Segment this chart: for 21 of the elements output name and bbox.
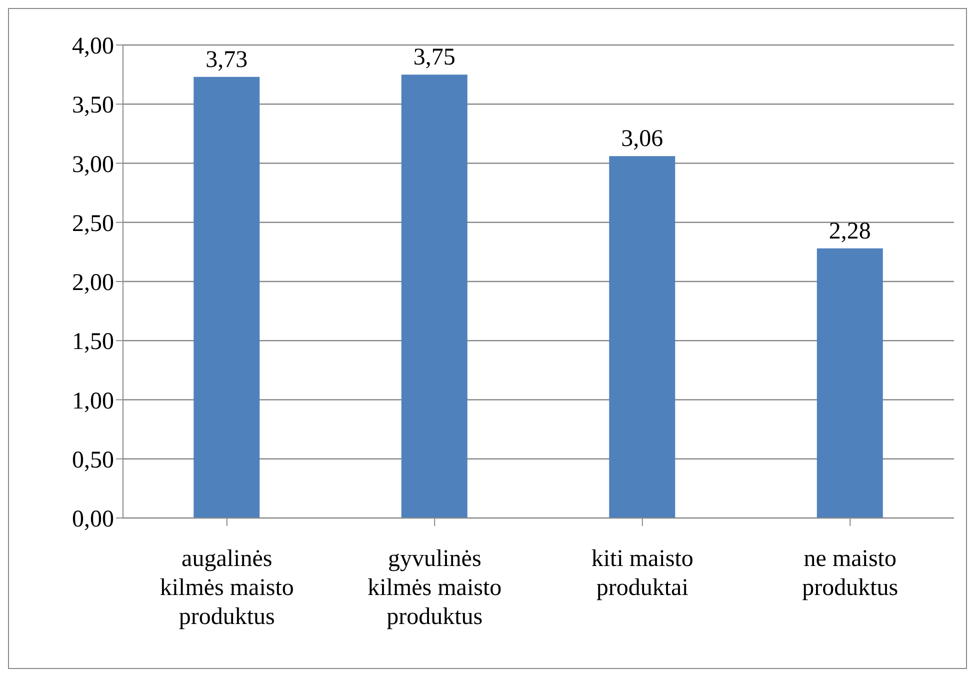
y-tick-label: 1,00 bbox=[72, 388, 114, 414]
x-tick-label: ne maisto produktus bbox=[802, 546, 898, 601]
x-tick-label: augalinės kilmės maisto produktus bbox=[160, 546, 294, 630]
y-tick-label: 2,00 bbox=[72, 270, 114, 296]
bar bbox=[816, 248, 883, 518]
y-tick-label: 0,00 bbox=[72, 506, 114, 533]
y-tick-label: 2,50 bbox=[72, 210, 114, 237]
data-label: 2,28 bbox=[828, 218, 871, 244]
data-label: 3,75 bbox=[413, 44, 456, 71]
x-tick-label: gyvulinės kilmės maisto produktus bbox=[368, 546, 502, 630]
y-tick-label: 3,50 bbox=[72, 92, 114, 119]
bar bbox=[609, 156, 676, 518]
y-tick-label: 3,00 bbox=[72, 152, 114, 178]
bar bbox=[401, 74, 468, 518]
x-tick-label: kiti maisto produktai bbox=[591, 546, 694, 601]
y-tick-label: 0,50 bbox=[72, 447, 114, 474]
y-tick-label: 4,00 bbox=[72, 34, 114, 60]
bar bbox=[194, 76, 260, 518]
data-label: 3,73 bbox=[206, 46, 248, 73]
data-label: 3,06 bbox=[621, 126, 664, 152]
y-tick-label: 1,50 bbox=[72, 329, 114, 356]
